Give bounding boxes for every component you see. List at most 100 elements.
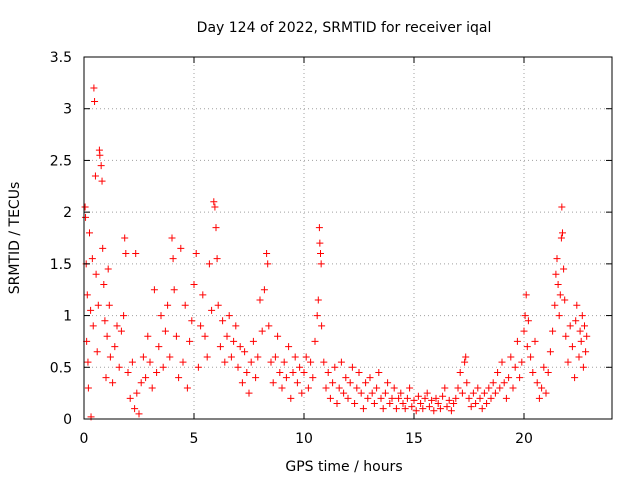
data-point bbox=[571, 374, 579, 382]
data-point bbox=[546, 348, 554, 356]
data-point bbox=[243, 368, 251, 376]
data-point bbox=[406, 384, 414, 392]
data-point bbox=[124, 368, 132, 376]
data-point bbox=[153, 368, 161, 376]
data-point bbox=[117, 327, 125, 335]
data-point bbox=[554, 281, 562, 289]
data-point bbox=[557, 234, 565, 242]
data-point bbox=[441, 384, 449, 392]
data-point bbox=[390, 384, 398, 392]
data-point bbox=[561, 296, 569, 304]
data-point bbox=[267, 358, 275, 366]
data-point bbox=[480, 389, 488, 397]
data-point bbox=[93, 348, 101, 356]
data-point bbox=[146, 358, 154, 366]
y-tick-label: 0.5 bbox=[50, 360, 72, 376]
data-point bbox=[98, 177, 106, 185]
data-point bbox=[576, 327, 584, 335]
data-point bbox=[368, 389, 376, 397]
data-point bbox=[289, 368, 297, 376]
data-point bbox=[381, 389, 389, 397]
data-point bbox=[520, 327, 528, 335]
x-tick-label: 15 bbox=[405, 431, 423, 447]
data-point bbox=[264, 260, 272, 268]
data-point bbox=[419, 405, 427, 413]
data-point bbox=[192, 250, 200, 258]
data-point bbox=[88, 255, 96, 263]
data-point bbox=[562, 332, 570, 340]
data-point bbox=[83, 291, 91, 299]
data-point bbox=[529, 368, 537, 376]
data-point bbox=[555, 312, 563, 320]
data-point bbox=[533, 379, 541, 387]
data-point bbox=[249, 337, 257, 345]
data-point bbox=[582, 348, 590, 356]
data-point bbox=[190, 281, 198, 289]
data-point bbox=[523, 343, 531, 351]
data-point bbox=[412, 407, 420, 415]
data-point bbox=[144, 332, 152, 340]
data-point bbox=[172, 332, 180, 340]
data-point bbox=[111, 343, 119, 351]
data-point bbox=[194, 363, 202, 371]
data-point bbox=[556, 291, 564, 299]
data-point bbox=[324, 368, 332, 376]
data-point bbox=[148, 384, 156, 392]
data-point bbox=[505, 374, 513, 382]
data-point bbox=[564, 358, 572, 366]
data-point bbox=[109, 379, 117, 387]
data-point bbox=[410, 396, 418, 404]
data-point bbox=[516, 374, 524, 382]
data-point bbox=[428, 396, 436, 404]
data-point bbox=[572, 317, 580, 325]
data-point bbox=[362, 379, 370, 387]
data-point bbox=[155, 343, 163, 351]
data-point bbox=[105, 301, 113, 309]
data-point bbox=[542, 389, 550, 397]
data-point bbox=[317, 260, 325, 268]
data-point bbox=[287, 394, 295, 402]
data-point bbox=[197, 322, 205, 330]
data-point bbox=[142, 374, 150, 382]
data-point bbox=[496, 384, 504, 392]
data-point bbox=[276, 368, 284, 376]
data-point bbox=[274, 332, 282, 340]
data-point bbox=[375, 368, 383, 376]
data-point bbox=[316, 239, 324, 247]
data-point bbox=[329, 379, 337, 387]
data-point bbox=[103, 332, 111, 340]
data-point bbox=[120, 312, 128, 320]
data-point bbox=[210, 198, 218, 206]
data-point bbox=[223, 332, 231, 340]
data-point bbox=[524, 317, 532, 325]
data-point bbox=[462, 353, 470, 361]
data-point bbox=[216, 343, 224, 351]
data-point bbox=[291, 353, 299, 361]
data-point bbox=[560, 265, 568, 273]
data-point bbox=[177, 244, 185, 252]
data-point bbox=[227, 353, 235, 361]
data-point bbox=[104, 265, 112, 273]
data-point bbox=[188, 317, 196, 325]
data-point bbox=[344, 394, 352, 402]
data-points bbox=[81, 84, 591, 421]
data-point bbox=[296, 363, 304, 371]
chart-title: Day 124 of 2022, SRMTID for receiver iqa… bbox=[197, 20, 492, 36]
data-point bbox=[421, 394, 429, 402]
data-point bbox=[186, 337, 194, 345]
data-point bbox=[538, 384, 546, 392]
data-point bbox=[181, 301, 189, 309]
data-point bbox=[285, 343, 293, 351]
data-point bbox=[399, 399, 407, 407]
data-point bbox=[489, 379, 497, 387]
data-point bbox=[423, 389, 431, 397]
data-point bbox=[370, 399, 378, 407]
data-point bbox=[326, 394, 334, 402]
y-tick-label: 3.5 bbox=[50, 50, 72, 66]
data-point bbox=[353, 384, 361, 392]
data-point bbox=[403, 394, 411, 402]
data-point bbox=[159, 363, 167, 371]
data-point bbox=[408, 403, 416, 411]
data-point bbox=[91, 97, 99, 105]
x-axis-label: GPS time / hours bbox=[285, 459, 402, 475]
